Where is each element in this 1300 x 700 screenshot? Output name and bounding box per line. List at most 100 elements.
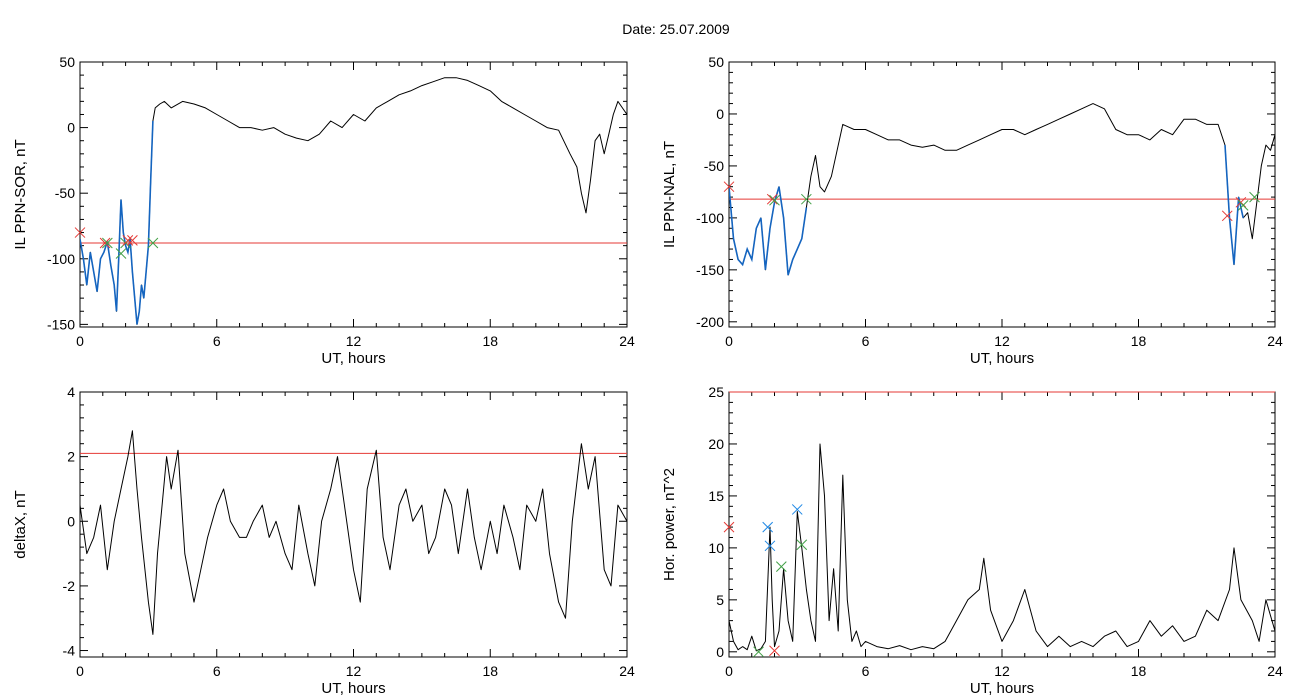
marker-stroke xyxy=(1235,196,1247,208)
marker-stroke xyxy=(99,237,111,249)
event-marker xyxy=(1221,210,1233,222)
y-tick-label: 50 xyxy=(708,54,724,70)
x-tick-label: 6 xyxy=(862,333,870,349)
event-marker xyxy=(122,235,134,246)
marker-stroke xyxy=(74,227,86,238)
marker-stroke xyxy=(1237,200,1249,211)
panel-ppn-nal: 0 6 12 18 24 -200 -150 -100 -50 0 50 UT, hours IL PP… xyxy=(661,54,1283,367)
series-line xyxy=(80,77,627,325)
marker-stroke xyxy=(775,561,787,572)
y-tick-label: -50 xyxy=(704,158,724,174)
marker-stroke xyxy=(762,521,774,533)
event-marker xyxy=(74,227,86,238)
series-line xyxy=(729,103,1275,276)
y-axis-label: deltaX, nT xyxy=(12,490,29,558)
event-marker xyxy=(791,504,803,515)
y-tick-label: 4 xyxy=(67,384,75,400)
x-tick-label: 18 xyxy=(1131,333,1147,349)
event-marker xyxy=(775,561,787,572)
marker-stroke xyxy=(796,539,808,551)
y-tick-label: -100 xyxy=(47,251,75,267)
y-tick-label: -150 xyxy=(696,262,724,278)
event-marker xyxy=(762,521,774,533)
y-axis-label: Hor. power, nT^2 xyxy=(661,468,678,581)
plot-frame xyxy=(79,391,628,658)
x-tick-label: 18 xyxy=(1131,663,1147,679)
x-tick-label: 6 xyxy=(862,663,870,679)
y-tick-label: 5 xyxy=(716,592,724,608)
marker-stroke xyxy=(800,193,812,205)
x-tick-label: 24 xyxy=(619,333,635,349)
x-tick-label: 0 xyxy=(76,333,84,349)
x-tick-label: 6 xyxy=(213,663,221,679)
x-axis-label: UT, hours xyxy=(970,680,1034,697)
y-axis-label: IL PPN-NAL, nT xyxy=(661,141,678,248)
event-marker xyxy=(127,235,138,246)
y-tick-label: 20 xyxy=(708,436,724,452)
series-line xyxy=(729,443,1275,652)
highlight-segment xyxy=(1224,145,1244,265)
plot-frame xyxy=(79,61,628,328)
x-axis-label: UT, hours xyxy=(321,680,385,697)
y-tick-label: -2 xyxy=(63,578,76,594)
panel-hor-power: 0 6 12 18 24 0 5 10 15 20 25 UT, hours Hor. power, n… xyxy=(661,384,1283,697)
x-tick-label: 18 xyxy=(482,663,498,679)
x-tick-label: 18 xyxy=(482,333,498,349)
x-tick-label: 12 xyxy=(346,663,362,679)
highlight-segment xyxy=(80,120,154,325)
event-marker xyxy=(101,237,113,249)
x-tick-label: 12 xyxy=(994,663,1010,679)
y-tick-label: 50 xyxy=(59,54,75,70)
x-tick-label: 12 xyxy=(346,333,362,349)
y-tick-label: 0 xyxy=(67,513,75,529)
marker-stroke xyxy=(769,645,780,657)
y-tick-label: 25 xyxy=(708,384,724,400)
panel-ppn-sor: 0 6 12 18 24 -150 -100 -50 0 50 UT, hours IL PPN-SO… xyxy=(12,54,635,367)
marker-stroke xyxy=(791,504,803,515)
x-axis-label: UT, hours xyxy=(321,350,385,367)
event-marker xyxy=(723,521,735,533)
event-marker xyxy=(1237,200,1249,211)
y-tick-label: 0 xyxy=(67,120,75,136)
y-tick-label: 0 xyxy=(716,106,724,122)
marker-stroke xyxy=(101,237,113,249)
x-tick-label: 24 xyxy=(1267,663,1283,679)
plot-area xyxy=(80,77,627,325)
x-tick-label: 24 xyxy=(619,663,635,679)
marker-stroke xyxy=(1221,210,1233,222)
x-tick-label: 0 xyxy=(725,333,733,349)
event-marker xyxy=(764,540,776,552)
y-tick-label: 0 xyxy=(716,644,724,660)
marker-stroke xyxy=(764,540,776,552)
event-marker xyxy=(115,248,127,259)
marker-stroke xyxy=(147,237,159,249)
x-tick-label: 0 xyxy=(725,663,733,679)
y-tick-label: -4 xyxy=(63,643,76,659)
y-tick-label: -50 xyxy=(55,185,75,201)
x-axis-label: UT, hours xyxy=(970,350,1034,367)
marker-stroke xyxy=(122,235,134,246)
y-tick-label: -200 xyxy=(696,314,724,330)
marker-stroke xyxy=(723,521,735,533)
event-marker xyxy=(769,194,780,206)
plot-area xyxy=(729,443,1275,652)
series-line xyxy=(80,430,627,635)
marker-stroke xyxy=(769,194,780,206)
event-marker xyxy=(99,237,111,249)
plot-area xyxy=(80,430,627,635)
marker-stroke xyxy=(723,181,735,193)
marker-stroke xyxy=(766,193,778,205)
event-marker xyxy=(1235,196,1247,208)
marker-stroke xyxy=(115,248,127,259)
x-tick-label: 12 xyxy=(994,333,1010,349)
y-tick-label: 15 xyxy=(708,488,724,504)
highlight-segment xyxy=(729,186,808,276)
y-tick-label: -150 xyxy=(47,316,75,332)
event-marker xyxy=(769,645,780,657)
y-axis-label: IL PPN-SOR, nT xyxy=(12,139,29,249)
marker-stroke xyxy=(753,646,764,658)
x-tick-label: 6 xyxy=(213,333,221,349)
event-marker xyxy=(766,193,778,205)
